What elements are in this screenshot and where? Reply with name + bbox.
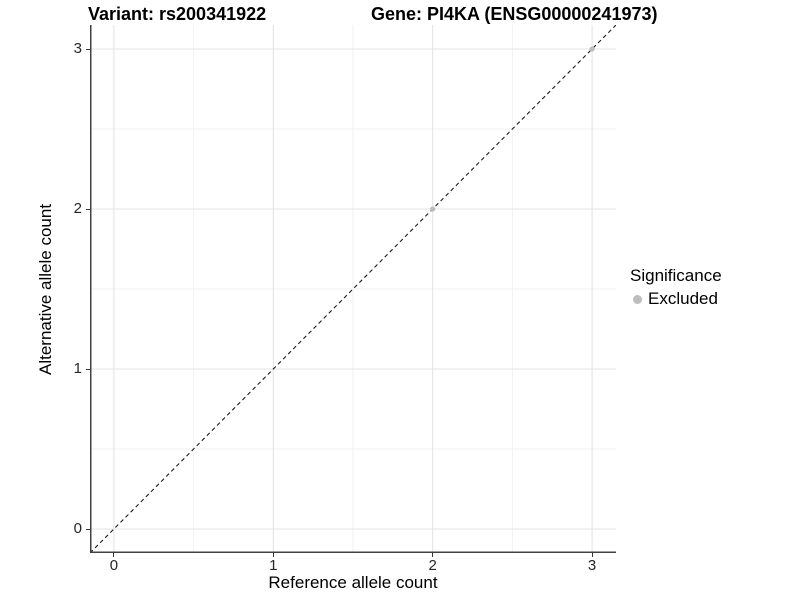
data-point-excluded (430, 206, 436, 212)
x-tick-mark (272, 553, 274, 557)
y-tick-label: 3 (73, 40, 82, 57)
y-tick-label: 2 (73, 200, 82, 217)
legend: Significance Excluded (630, 266, 722, 309)
plot-title-gene: Gene: PI4KA (ENSG00000241973) (371, 4, 658, 24)
x-tick-label: 2 (428, 557, 437, 574)
legend-item-excluded: Excluded (630, 289, 722, 309)
plot-title-variant: Variant: rs200341922 (88, 4, 267, 24)
data-point-excluded (589, 46, 595, 52)
y-tick-label: 0 (73, 520, 82, 537)
y-tick-mark (86, 368, 90, 370)
y-tick-mark (86, 528, 90, 530)
plot-panel (90, 25, 616, 553)
y-tick-mark (86, 208, 90, 210)
y-tick-label: 1 (73, 360, 82, 377)
x-tick-label: 0 (109, 557, 119, 574)
x-tick-mark (591, 553, 593, 557)
x-tick-mark (432, 553, 434, 557)
y-tick-mark (86, 48, 90, 50)
legend-point-swatch (633, 294, 642, 304)
panel-canvas (90, 25, 616, 553)
identity-dashed-line (90, 25, 616, 553)
x-axis-title: Reference allele count (268, 573, 438, 592)
x-tick-mark (113, 553, 115, 557)
legend-title: Significance (630, 266, 722, 285)
legend-item-label: Excluded (648, 289, 718, 308)
x-tick-label: 3 (587, 557, 597, 574)
y-axis-title: Alternative allele count (36, 203, 55, 375)
x-tick-label: 1 (269, 557, 278, 574)
